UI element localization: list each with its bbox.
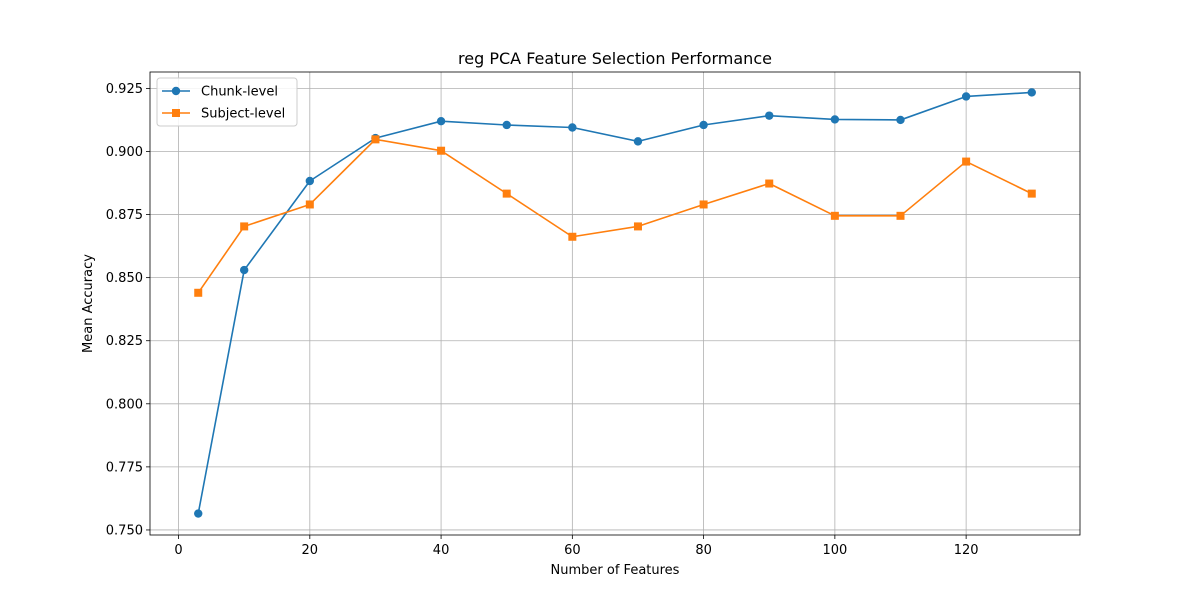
plot-frame xyxy=(149,71,1081,536)
subject-level-point xyxy=(699,200,708,209)
chunk-level-point xyxy=(194,509,203,518)
x-tick-label: 120 xyxy=(954,543,979,558)
y-axis-title: Mean Accuracy xyxy=(81,254,96,353)
chunk-level-point xyxy=(830,115,840,124)
y-tick-label: 0.825 xyxy=(106,334,143,349)
chunk-level-point xyxy=(1027,88,1036,97)
subject-level-point xyxy=(896,211,905,220)
y-tick-label: 0.775 xyxy=(106,460,143,475)
chunk-level-point xyxy=(568,123,577,132)
subject-level-point xyxy=(1027,189,1036,198)
subject-level-point xyxy=(305,200,314,209)
subject-level-point xyxy=(962,157,971,166)
chunk-level-point xyxy=(896,115,905,125)
chunk-level-point xyxy=(502,120,511,130)
x-tick-label: 60 xyxy=(564,543,581,558)
subject-level-point xyxy=(633,222,642,231)
x-axis-title: Number of Features xyxy=(551,563,680,578)
chunk-level-point xyxy=(305,176,315,186)
subject-level-point xyxy=(194,288,203,297)
series-lines xyxy=(197,91,1033,514)
y-tick-label: 0.750 xyxy=(106,523,143,538)
legend: Chunk-level Subject-level xyxy=(156,77,298,127)
y-tick-label: 0.900 xyxy=(106,145,143,160)
x-tick-label: 0 xyxy=(174,543,182,558)
legend-label-subject-level: Subject-level xyxy=(201,107,285,122)
chunk-level-point xyxy=(699,120,708,130)
y-tick-label: 0.800 xyxy=(106,397,143,412)
subject-level-point xyxy=(240,222,249,231)
chart-title: reg PCA Feature Selection Performance xyxy=(458,49,772,68)
x-tick-label: 20 xyxy=(302,543,319,558)
subject-level-point xyxy=(437,146,446,155)
chunk-level-point xyxy=(765,111,774,120)
subject-level-point xyxy=(765,179,774,188)
legend-marker-chunk-level xyxy=(171,86,181,96)
subject-level-point xyxy=(568,232,577,241)
x-tick-label: 100 xyxy=(822,543,847,558)
subject-level-point xyxy=(502,189,511,198)
y-axis: 0.750 0.775 0.800 0.825 0.850 0.875 0.900 0.925 xyxy=(106,82,150,538)
subject-level-point xyxy=(371,135,380,144)
chunk-level-point xyxy=(633,137,643,146)
legend-box xyxy=(156,77,298,127)
x-tick-label: 80 xyxy=(695,543,712,558)
x-tick-label: 40 xyxy=(433,543,450,558)
y-tick-label: 0.925 xyxy=(106,82,143,97)
subject-level-point xyxy=(830,211,839,220)
x-axis: 0 20 40 60 80 100 120 xyxy=(174,535,979,558)
y-tick-label: 0.850 xyxy=(106,271,143,286)
chunk-level-point xyxy=(961,92,971,101)
legend-label-chunk-level: Chunk-level xyxy=(201,85,278,100)
subject-level-line xyxy=(197,138,1033,294)
chunk-level-point xyxy=(436,117,446,126)
chunk-level-point xyxy=(239,265,249,275)
chunk-level-line xyxy=(197,91,1032,514)
series-markers xyxy=(194,88,1036,518)
y-tick-label: 0.875 xyxy=(106,208,143,223)
legend-marker-subject-level xyxy=(172,109,180,117)
